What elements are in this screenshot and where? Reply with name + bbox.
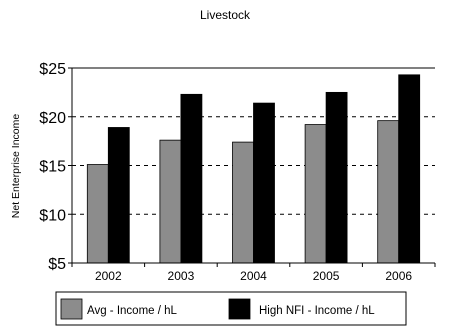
x-tick-label: 2002 [95,269,122,283]
y-tick-label: $10 [39,207,66,224]
x-tick-label: 2005 [313,269,340,283]
bar-high-nfi-2005 [325,91,348,264]
bar-avg-2004 [232,141,254,264]
legend-label: Avg - Income / hL [87,305,178,317]
x-tick-labels: 2002 2003 2004 2005 2006 [95,269,412,283]
bar-high-nfi-2003 [180,93,203,264]
y-tick-label: $20 [39,110,66,127]
bar-high-nfi-2002 [107,127,130,264]
axes [68,67,436,267]
x-tick-label: 2003 [168,269,195,283]
y-tick-label: $25 [39,61,66,78]
y-tick-labels: $5 $10 $15 $20 $25 [39,61,66,273]
legend: Avg - Income / hL High NFI - Income / hL [55,291,407,326]
y-tick-label: $5 [48,256,66,273]
bar-high-nfi-2006 [398,74,421,264]
bar-high-nfi-2004 [253,102,275,264]
bar-avg-2005 [304,124,327,264]
y-tick-label: $15 [39,159,66,176]
y-axis-label: Net Enterprise Income [10,114,22,219]
bar-avg-2002 [86,164,109,264]
bar-avg-2003 [159,139,182,264]
chart-title: Livestock [200,8,251,22]
x-tick-label: 2006 [385,269,412,283]
x-tick-label: 2004 [240,269,267,283]
legend-label: High NFI - Income / hL [259,305,375,317]
legend-swatch [228,298,251,320]
bars [86,74,421,264]
legend-swatch [60,298,83,320]
bar-avg-2006 [377,120,400,264]
